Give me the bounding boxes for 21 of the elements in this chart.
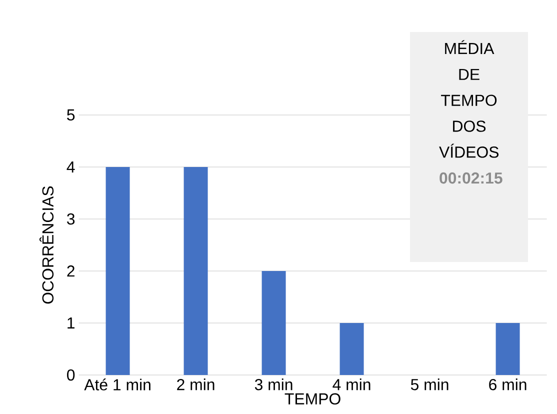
x-tick-label: 6 min: [489, 378, 526, 390]
y-tick-label: 2: [67, 265, 74, 277]
x-tick-label: 2 min: [177, 378, 214, 390]
y-tick-label: 5: [67, 109, 75, 121]
y-tick-label: 3: [67, 213, 75, 225]
bar: [340, 323, 364, 375]
y-axis-title: OCORRÊNCIAS: [39, 186, 54, 304]
x-tick-label: 4 min: [332, 378, 370, 390]
x-axis-title: TEMPO: [284, 393, 340, 405]
bar: [496, 323, 520, 375]
annotation: 00:02:15: [440, 172, 502, 184]
x-tick-label: 3 min: [254, 378, 292, 390]
y-tick-label: 0: [67, 369, 75, 381]
annotation: MÉDIA DE TEMPO DOS VÍDEOS: [439, 40, 499, 158]
bar: [262, 270, 286, 375]
y-tick-label: 4: [66, 162, 75, 172]
bar: [106, 166, 130, 375]
y-tick-label: 1: [68, 318, 74, 328]
x-tick-label: Até 1 min: [84, 378, 150, 390]
x-tick-label: 5 min: [410, 378, 448, 390]
bar: [184, 166, 208, 375]
